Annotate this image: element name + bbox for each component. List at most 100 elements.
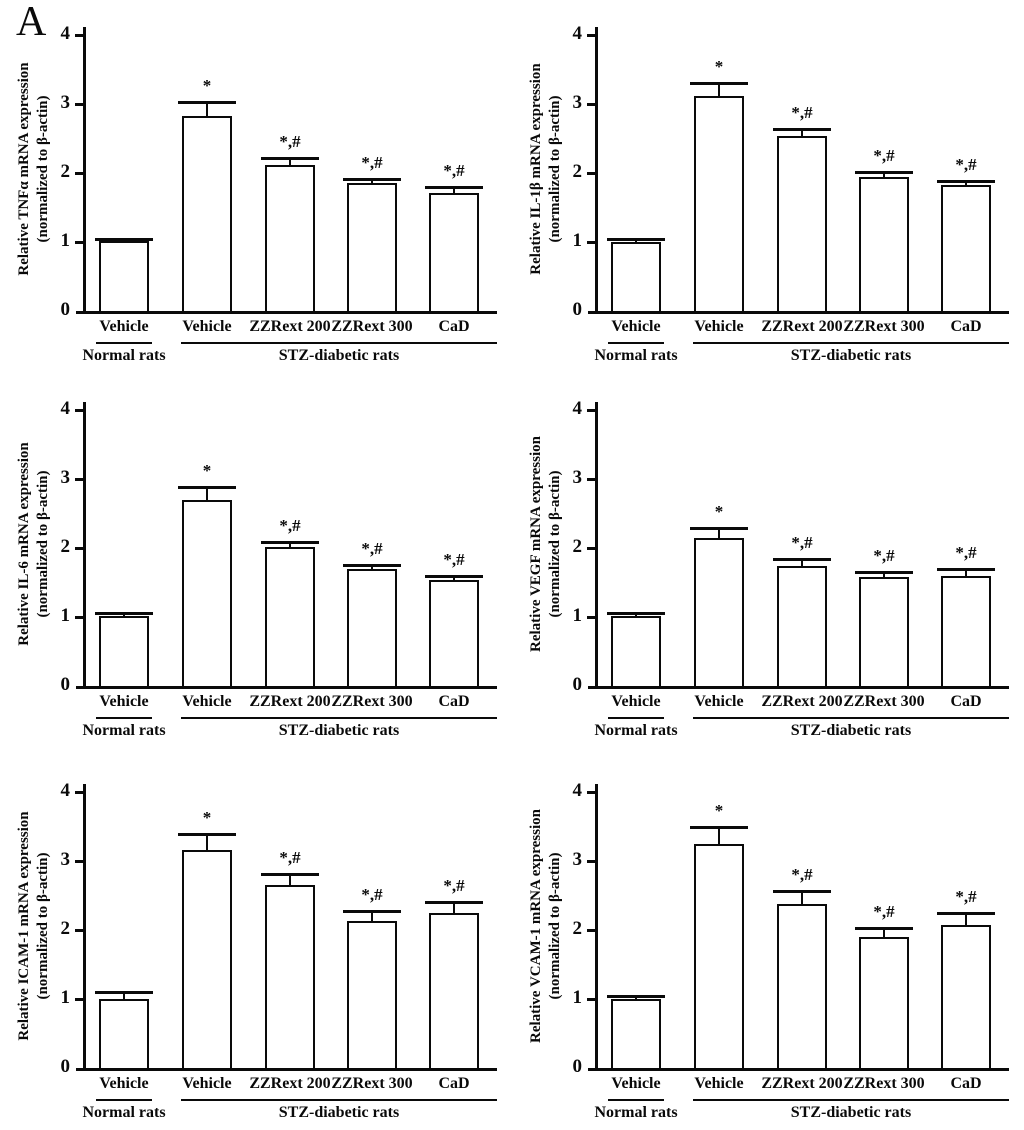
error-bar-cap (690, 526, 748, 530)
error-bar-cap (607, 611, 665, 615)
error-bar-cap (937, 912, 995, 916)
x-tick-label: Vehicle (182, 693, 232, 710)
bar (429, 579, 479, 688)
y-axis-label-line1: Relative IL-1β mRNA expression (528, 63, 544, 275)
error-bar-cap (343, 563, 401, 567)
x-tick-label: Vehicle (182, 1075, 232, 1092)
error-bar-stem (371, 564, 373, 570)
significance-marker: *,# (873, 901, 895, 921)
y-tick-label: 2 (572, 536, 583, 557)
error-bar-stem (206, 487, 208, 500)
bar (859, 576, 909, 688)
error-bar-stem (453, 902, 455, 913)
bar (347, 921, 397, 1070)
group-underline (693, 342, 1009, 344)
error-bar-stem (371, 911, 373, 922)
x-tick-label: CaD (950, 1075, 982, 1092)
bar (347, 569, 397, 688)
error-bar-stem (453, 575, 455, 580)
y-axis-label-line1: Relative IL-6 mRNA expression (16, 442, 32, 646)
significance-marker: *,# (873, 546, 895, 566)
bar (694, 537, 744, 688)
error-bar-stem (965, 181, 967, 186)
y-axis-line (83, 27, 86, 314)
bar (777, 136, 827, 313)
error-bar-stem (801, 128, 803, 137)
error-bar-cap (425, 574, 483, 578)
group-underline (96, 1099, 152, 1101)
group-underline (181, 1099, 497, 1101)
y-axis-line (83, 402, 86, 689)
bar (429, 193, 479, 313)
significance-marker: *,# (873, 145, 895, 165)
error-bar-cap (773, 558, 831, 562)
group-label: STZ-diabetic rats (790, 722, 912, 739)
x-tick-label: Vehicle (99, 1075, 149, 1092)
x-tick-label: ZZRext 300 (331, 693, 413, 710)
bar (182, 115, 232, 313)
error-bar-stem (206, 101, 208, 116)
group-underline (608, 717, 664, 719)
error-bar-stem (801, 891, 803, 904)
significance-marker: * (714, 801, 724, 821)
y-tick-label: 0 (60, 1056, 71, 1077)
x-tick-label: ZZRext 200 (761, 318, 843, 335)
error-bar-cap (261, 540, 319, 544)
error-bar-cap (773, 890, 831, 894)
bar (611, 616, 661, 688)
y-tick-label: 2 (60, 161, 71, 182)
y-tick-mark (75, 172, 84, 175)
panel-label: A (16, 0, 47, 45)
bar (99, 999, 149, 1070)
group-label: STZ-diabetic rats (278, 347, 400, 364)
significance-marker: *,# (443, 161, 465, 181)
chart-icam1: Relative ICAM-1 mRNA expression (normaliz… (0, 768, 512, 1130)
group-label: Normal rats (594, 347, 678, 364)
x-tick-label: CaD (950, 693, 982, 710)
x-tick-label: CaD (438, 693, 470, 710)
y-tick-label: 3 (572, 467, 583, 488)
x-tick-label: ZZRext 300 (843, 318, 925, 335)
significance-marker: * (202, 461, 212, 481)
y-axis-line (595, 402, 598, 689)
y-tick-mark (587, 929, 596, 932)
error-bar-stem (883, 572, 885, 577)
x-tick-label: Vehicle (99, 318, 149, 335)
x-tick-label: CaD (438, 318, 470, 335)
error-bar-cap (178, 833, 236, 837)
error-bar-cap (343, 177, 401, 181)
significance-marker: *,# (279, 848, 301, 868)
y-tick-label: 4 (60, 780, 71, 801)
significance-marker: * (202, 75, 212, 95)
group-underline (608, 342, 664, 344)
x-tick-label: Vehicle (694, 693, 744, 710)
y-tick-mark (587, 241, 596, 244)
y-tick-label: 3 (60, 92, 71, 113)
chart-tnfa: Relative TNFα mRNA expression (normalized… (0, 11, 512, 373)
error-bar-stem (453, 187, 455, 193)
significance-marker: *,# (955, 155, 977, 175)
significance-marker: * (714, 57, 724, 77)
significance-marker: * (202, 808, 212, 828)
error-bar-cap (425, 901, 483, 905)
y-axis-label-line1: Relative TNFα mRNA expression (16, 62, 32, 276)
y-tick-label: 0 (572, 1056, 583, 1077)
x-tick-label: Vehicle (694, 318, 744, 335)
y-tick-mark (75, 998, 84, 1001)
y-tick-mark (75, 791, 84, 794)
y-tick-label: 2 (60, 536, 71, 557)
y-tick-mark (587, 791, 596, 794)
y-tick-label: 1 (60, 605, 71, 626)
bar (611, 999, 661, 1070)
error-bar-cap (261, 156, 319, 160)
error-bar-cap (607, 995, 665, 999)
group-label: STZ-diabetic rats (790, 347, 912, 364)
group-underline (96, 717, 152, 719)
x-tick-label: ZZRext 300 (843, 1075, 925, 1092)
error-bar-stem (289, 157, 291, 165)
group-label: Normal rats (82, 722, 166, 739)
error-bar-stem (371, 178, 373, 184)
group-underline (693, 717, 1009, 719)
y-tick-label: 4 (572, 780, 583, 801)
x-tick-label: ZZRext 200 (761, 1075, 843, 1092)
